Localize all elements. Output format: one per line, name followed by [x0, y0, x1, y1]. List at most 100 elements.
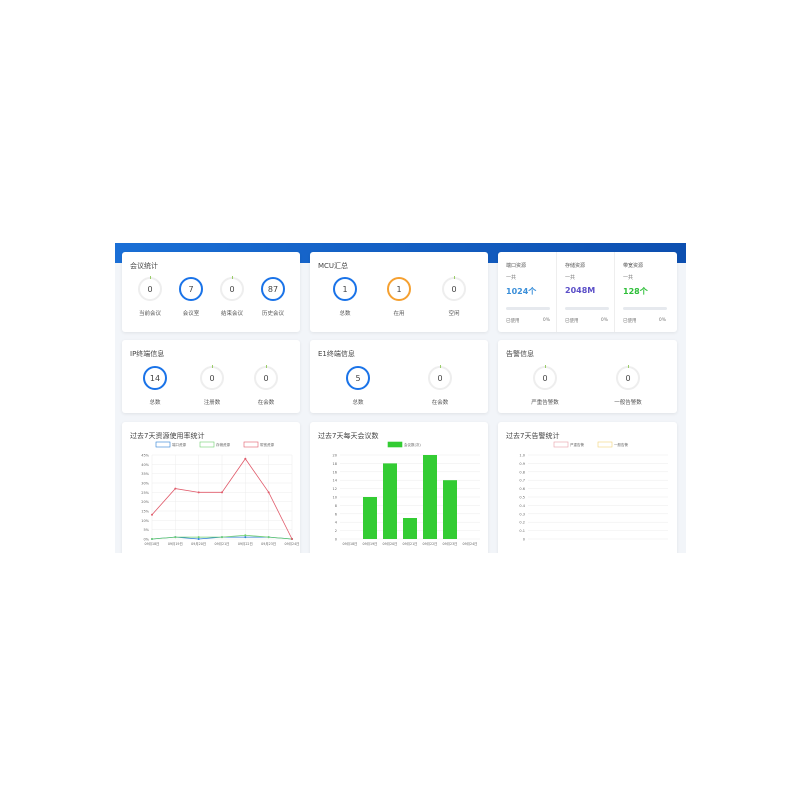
resource-name: 存储资源: [565, 263, 586, 269]
card-title: E1终端信息: [318, 350, 355, 358]
stat-label: 严重告警数: [531, 400, 559, 406]
y-tick-label: 10: [333, 496, 337, 500]
ip-terminal-card: IP终端信息 14 总数 0 注册数 0 在会数: [122, 340, 300, 413]
usage-progress-bar: [565, 307, 609, 310]
resource-name: 带宽资源: [623, 263, 644, 269]
alarm-line-chart: 0 0.1 0.2 0.3 0.4 0.5 0.6 0.7 0.8 0.9 1.0 严重告警 一般告警: [519, 441, 668, 542]
stat-ring-0: 5: [346, 366, 370, 390]
data-point: [174, 487, 177, 490]
resource-0: 端口资源 一共 1024个 已使用 0%: [498, 252, 556, 332]
y-tick-label: 0.4: [519, 504, 525, 508]
legend-swatch: [553, 441, 569, 448]
y-tick-label: 6: [335, 512, 337, 516]
stat-label: 会议室: [182, 311, 200, 317]
x-tick-label: 09月19日: [363, 542, 378, 546]
stat-value: 0: [263, 373, 269, 383]
data-point: [244, 536, 247, 539]
resource-sub: 一共: [565, 275, 576, 281]
data-point: [221, 536, 223, 539]
legend-label: 会议数(次): [404, 442, 421, 447]
legend-label: 严重告警: [570, 442, 584, 447]
used-label: 已使用: [506, 319, 520, 324]
stat-label: 注册数: [203, 400, 221, 406]
chart-title: 过去7天每天会议数: [318, 432, 379, 440]
y-tick-label: 1.0: [519, 454, 525, 458]
y-tick-label: 12: [333, 487, 337, 491]
data-point: [244, 534, 247, 537]
data-point: [174, 536, 177, 539]
usage-progress-bar: [506, 307, 550, 310]
stat-ring-0: 0: [138, 276, 162, 301]
resource-name: 端口资源: [506, 263, 527, 269]
y-tick-label: 0.1: [519, 529, 525, 533]
used-label: 已使用: [565, 319, 579, 324]
legend-label: 带宽资源: [260, 442, 274, 447]
bar: [443, 480, 457, 539]
x-tick-label: 09月18日: [343, 542, 358, 546]
y-tick-label: 0.6: [519, 487, 525, 491]
usage-line-chart: 0% 5% 10% 15% 20% 25% 30% 35% 40% 45% 端口资源 存储资源 带宽资源…: [141, 441, 299, 546]
legend-label: 端口资源: [172, 442, 186, 447]
stat-label: 总数: [339, 311, 351, 317]
stat-ring-1: 0: [428, 365, 452, 390]
stat-label: 在会数: [257, 400, 275, 406]
stat-label: 空闲: [448, 311, 460, 317]
data-point: [151, 538, 153, 540]
meeting-card: 会议统计 0 当前会议 7 会议室 0 结束会议 87 历史会议: [122, 252, 300, 332]
resource-value: 128个: [623, 287, 648, 296]
y-tick-label: 35%: [141, 472, 149, 476]
used-label: 已使用: [623, 319, 637, 324]
usage-chart-card: 过去7天资源使用率统计 0% 5% 10% 15% 20% 25% 30% 35% 40% 45%…: [122, 422, 300, 553]
stat-label: 结束会议: [220, 311, 243, 317]
legend-label: 存储资源: [216, 442, 230, 447]
y-tick-label: 4: [335, 521, 338, 525]
y-tick-label: 0.3: [519, 512, 525, 516]
stat-value: 1: [396, 284, 402, 294]
card-title: IP终端信息: [130, 350, 165, 358]
y-tick-label: 16: [333, 470, 337, 474]
bar: [383, 463, 397, 539]
chart-title: 过去7天告警统计: [506, 432, 560, 440]
stat-label: 在会数: [431, 400, 449, 406]
stat-value: 5: [355, 373, 361, 383]
resource-value: 1024个: [506, 287, 537, 296]
resource-2: 带宽资源 一共 128个 已使用 0%: [614, 252, 672, 332]
y-tick-label: 0.7: [519, 479, 525, 483]
e1-terminal-card: E1终端信息 5 总数 0 在会数: [310, 340, 488, 413]
y-tick-label: 0.8: [519, 470, 525, 474]
x-tick-label: 09月21日: [215, 542, 230, 546]
stat-value: 0: [209, 373, 215, 383]
y-tick-label: 8: [335, 504, 337, 508]
data-point: [221, 491, 223, 494]
y-tick-label: 18: [333, 462, 337, 466]
data-point: [244, 457, 247, 460]
bar: [403, 518, 417, 539]
legend-swatch: [199, 441, 215, 448]
stat-label: 历史会议: [261, 311, 284, 317]
data-point: [197, 538, 200, 540]
data-point: [197, 491, 200, 494]
resource-sub: 一共: [623, 275, 634, 281]
stat-value: 7: [188, 284, 194, 294]
data-point: [267, 536, 270, 539]
stat-ring-0: 1: [333, 277, 357, 301]
bar: [363, 497, 377, 539]
stat-label: 总数: [352, 400, 364, 406]
stat-label: 在用: [393, 311, 405, 317]
stat-ring-3: 87: [261, 277, 285, 301]
stat-ring-0: 14: [143, 366, 167, 390]
data-point: [197, 536, 200, 539]
stat-value: 0: [229, 284, 235, 294]
resource-card: 端口资源 一共 1024个 已使用 0% 存储资源 一共 2048M 已使用 0%…: [498, 252, 677, 332]
stat-ring-1: 0: [616, 365, 640, 390]
legend-swatch: [155, 441, 171, 448]
y-tick-label: 0.5: [519, 496, 525, 500]
y-tick-label: 0.9: [519, 462, 525, 466]
stat-ring-2: 0: [220, 276, 244, 301]
stat-ring-1: 1: [387, 277, 411, 301]
stat-value: 0: [542, 373, 548, 383]
stat-value: 1: [342, 284, 348, 294]
chart-title: 过去7天资源使用率统计: [130, 432, 205, 440]
y-tick-label: 45%: [141, 454, 149, 458]
mcu-card: MCU汇总 1 总数 1 在用 0 空闲: [310, 252, 488, 332]
